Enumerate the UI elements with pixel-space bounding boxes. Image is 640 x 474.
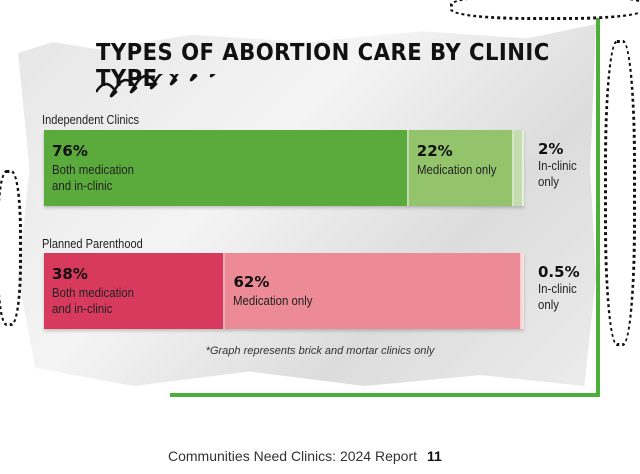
bar-segment: 38% Both medication and in-clinic [44,253,226,329]
group-label: Independent Clinics [42,112,140,127]
bar-segment: 62% Medication only [225,253,522,329]
page-number: 11 [427,448,442,464]
bar-segment [521,253,524,329]
loop-underline-decoration [96,74,216,98]
stacked-bar: 38% Both medication and in-clinic 62% Medic… [44,253,524,329]
data-label-value: 76% [52,142,88,160]
bar-segment: 22% Medication only [408,130,515,206]
data-label-value: 0.5% [538,263,580,281]
chart-note: *Graph represents brick and mortar clini… [205,345,435,357]
data-label-category: In-clinic only [538,158,577,189]
data-label-category: Medication only [233,293,313,308]
data-label-category: Both medication and in-clinic [52,162,135,193]
green-frame-right [596,18,600,396]
data-label-value: 22% [416,142,453,160]
data-label-category: Both medication and in-clinic [52,285,135,316]
chart-title: TYPES OF ABORTION CARE BY CLINIC TYPE [96,40,550,92]
scribble-decoration-left [0,170,22,326]
data-label-category: Medication only [416,162,497,177]
scribble-decoration-top [450,0,640,20]
outside-segment-label: 0.5% In-clinic only [538,263,588,313]
data-label-value: 62% [233,273,270,291]
scribble-decoration-right [604,40,636,346]
footer-text: Communities Need Clinics: 2024 Report [168,448,417,464]
data-label-value: 38% [52,265,88,283]
data-label-value: 2% [538,140,564,158]
data-label-category: In-clinic only [538,281,577,312]
page-footer: Communities Need Clinics: 2024 Report 11 [168,448,442,464]
outside-segment-label: 2% In-clinic only [538,140,588,190]
bar-segment [514,130,524,206]
green-frame-bottom [170,393,600,397]
stacked-bar: 76% Both medication and in-clinic 22% Medic… [44,130,524,206]
bar-segment: 76% Both medication and in-clinic [44,130,409,206]
group-label: Planned Parenthood [42,236,143,251]
